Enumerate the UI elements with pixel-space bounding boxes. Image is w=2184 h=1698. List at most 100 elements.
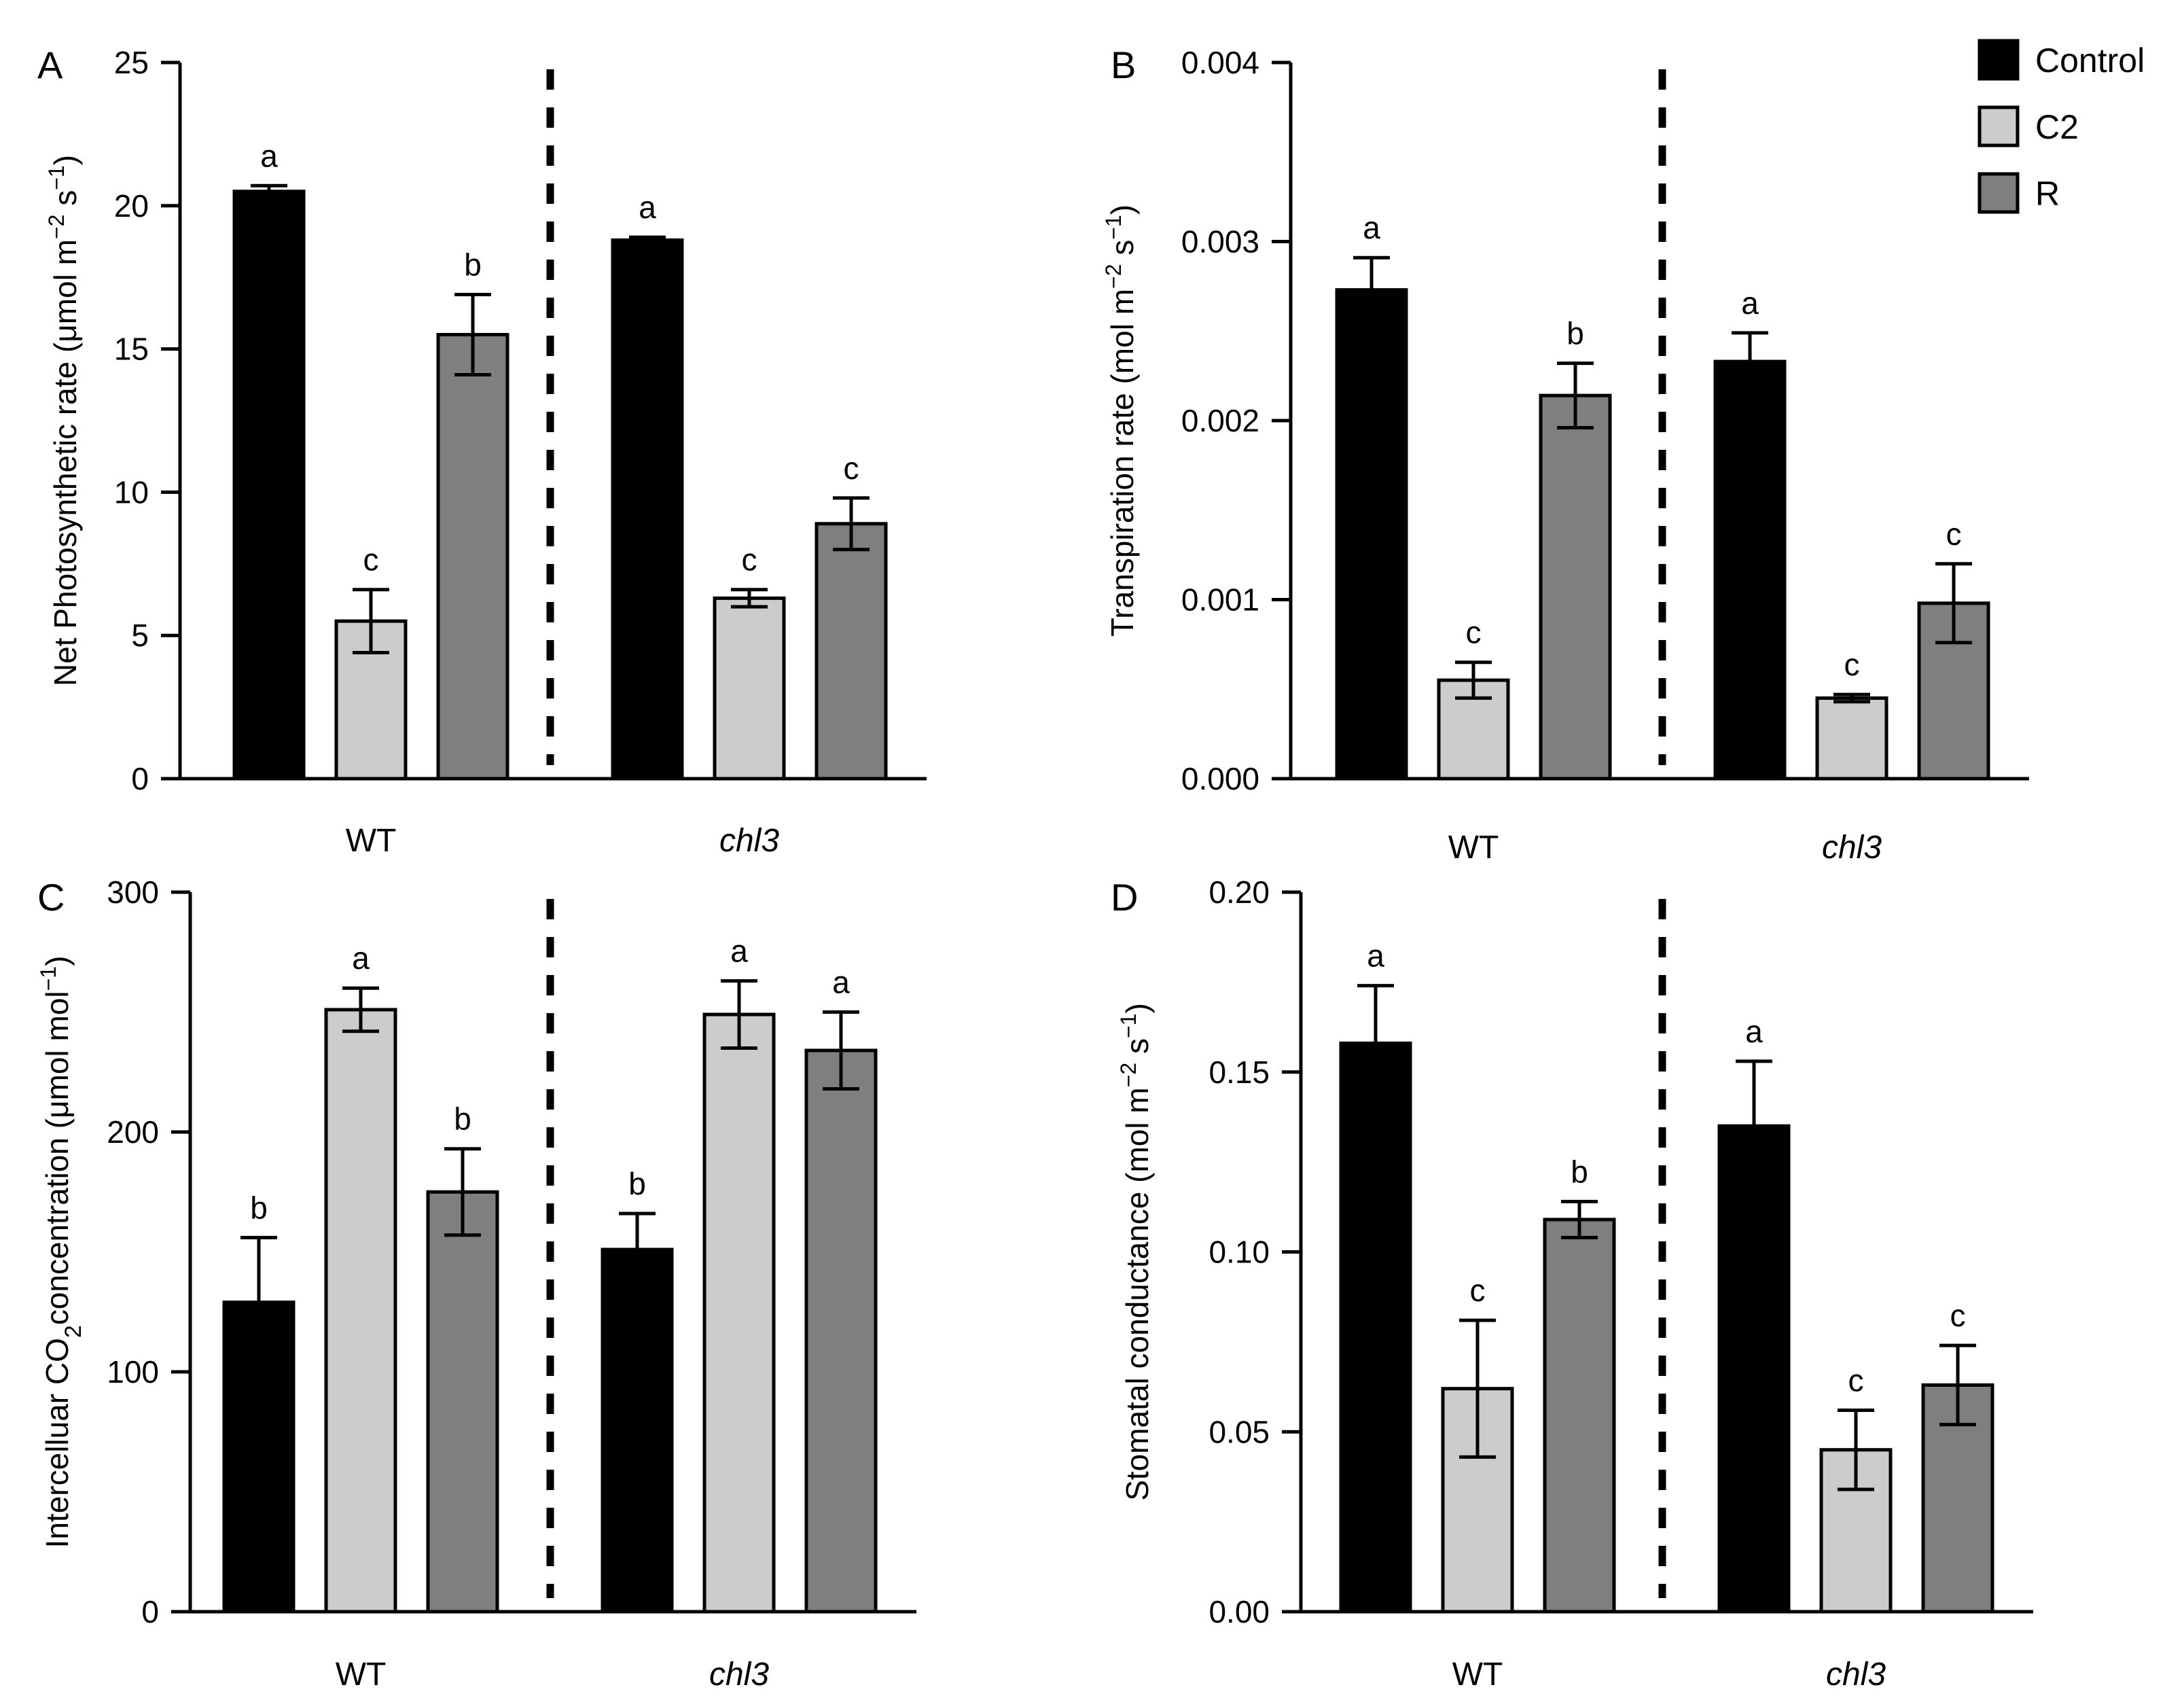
panel-letter: C [37,876,65,919]
significance-letter: b [250,1190,268,1225]
y-tick-label: 0.20 [1209,874,1270,910]
y-tick-label: 0 [131,761,149,796]
y-axis-title-superscript: −1 [1101,215,1126,239]
y-axis-title-superscript: −1 [44,165,69,190]
y-tick-label: 0.002 [1181,403,1259,438]
significance-letter: c [742,542,757,578]
significance-letter: c [1470,1273,1486,1308]
y-tick-label: 20 [114,188,149,224]
bar [713,596,786,781]
legend-swatch [1977,105,2020,147]
significance-letter: c [363,542,379,578]
significance-letter: c [1844,647,1860,682]
y-axis-title: Intercelluar CO2concentration (μmol mol−… [36,956,86,1549]
legend: Control C2 R [1977,39,2145,214]
group-label: chl3 [1826,1657,1886,1693]
bar [702,1012,776,1614]
significance-letter: b [1571,1154,1588,1189]
y-tick-label: 15 [114,332,149,367]
panel-a: A 0 5 10 15 20 25 Net Photosynthetic rate (μmol… [37,43,927,859]
legend-swatch [1977,39,2020,81]
y-axis-title-superscript: −2 [1116,1063,1141,1087]
y-tick-label: 0.003 [1181,224,1259,260]
group-label: WT [1448,830,1499,866]
bar [1339,1041,1412,1614]
significance-letter: b [628,1166,646,1201]
y-axis-title: Stomatal conductance (mol m−2 s−1) [1116,1003,1155,1501]
y-tick-label: 300 [107,874,159,910]
legend-label: Control [2035,41,2145,79]
y-axis-title-text: ) [1105,205,1140,215]
bar [1713,359,1787,781]
y-axis-title-text: Stomatal conductance (mol m [1120,1087,1155,1501]
bar [232,190,306,781]
significance-letter: a [639,190,656,225]
y-tick-label: 0.15 [1209,1055,1270,1090]
y-tick-label: 0.000 [1181,761,1259,796]
y-axis-title-text: s [1120,1038,1155,1063]
panel-d: D 0.00 0.05 0.10 0.15 0.20 Stomatal conductanc… [1111,874,2033,1693]
y-axis-title-text: ) [39,956,75,966]
legend-swatch [1977,172,2020,214]
significance-letter: c [844,450,859,486]
y-axis-title-subscript: 2 [60,1325,86,1338]
y-axis-title-text: ) [48,155,83,165]
y-tick-label: 100 [107,1354,159,1390]
y-axis-title-superscript: −1 [1116,1014,1141,1038]
significance-letter: a [260,138,278,173]
significance-letter: a [1745,1014,1763,1049]
panel-letter: D [1111,876,1138,919]
panel-letter: B [1111,43,1136,86]
y-axis-title-text: Intercelluar CO [39,1338,75,1548]
bar [426,1190,499,1614]
y-axis-title-text: ) [1120,1003,1155,1013]
bar [1539,393,1612,781]
y-tick-label: 200 [107,1114,159,1150]
significance-letter: a [352,940,370,976]
bar [804,1048,878,1614]
bar [1543,1218,1616,1614]
panel-letter: A [37,43,63,86]
group-label: WT [336,1657,387,1693]
significance-letter: c [1950,1298,1966,1333]
significance-letter: c [1946,516,1962,552]
significance-letter: c [1466,615,1482,650]
bar [436,333,509,781]
significance-letter: a [730,934,748,969]
group-label: WT [1452,1657,1503,1693]
y-tick-label: 0.001 [1181,582,1259,618]
y-tick-label: 0.004 [1181,45,1259,80]
bar [324,1008,397,1614]
significance-letter: b [464,247,482,282]
y-tick-label: 0.10 [1209,1235,1270,1270]
panel-c: C 0 100 200 300 Intercelluar CO2concentration… [36,874,916,1693]
significance-letter: a [832,965,850,1000]
bar [1717,1124,1791,1614]
panel-b: B 0.000 0.001 0.002 0.003 0.004 Transpiration … [1101,43,2029,866]
significance-letter: a [1741,285,1759,321]
y-tick-label: 0.00 [1209,1594,1270,1629]
legend-label: R [2035,175,2060,213]
y-axis-title-superscript: −2 [44,215,69,239]
bar [814,522,888,781]
y-tick-label: 0.05 [1209,1414,1270,1449]
y-tick-label: 10 [114,474,149,510]
significance-letter: b [454,1101,471,1137]
y-tick-label: 25 [114,45,149,80]
group-label: chl3 [719,823,779,859]
y-axis-title-superscript: −1 [36,966,60,991]
legend-label: C2 [2035,108,2079,146]
group-label: WT [346,823,397,859]
y-axis-title-text: Transpiration rate (mol m [1105,289,1140,637]
y-axis-title: Net Photosynthetic rate (μmol m−2 s−1) [44,155,83,686]
group-label: chl3 [709,1657,769,1693]
significance-letter: b [1567,316,1584,351]
bar [1815,696,1888,781]
y-axis-title-text: concentration (μmol mol [39,991,75,1325]
bar [611,238,684,781]
y-tick-label: 0 [141,1594,159,1629]
y-axis-title-text: Net Photosynthetic rate (μmol m [48,239,83,686]
significance-letter: a [1367,938,1384,974]
y-axis-title-text: s [48,190,83,215]
